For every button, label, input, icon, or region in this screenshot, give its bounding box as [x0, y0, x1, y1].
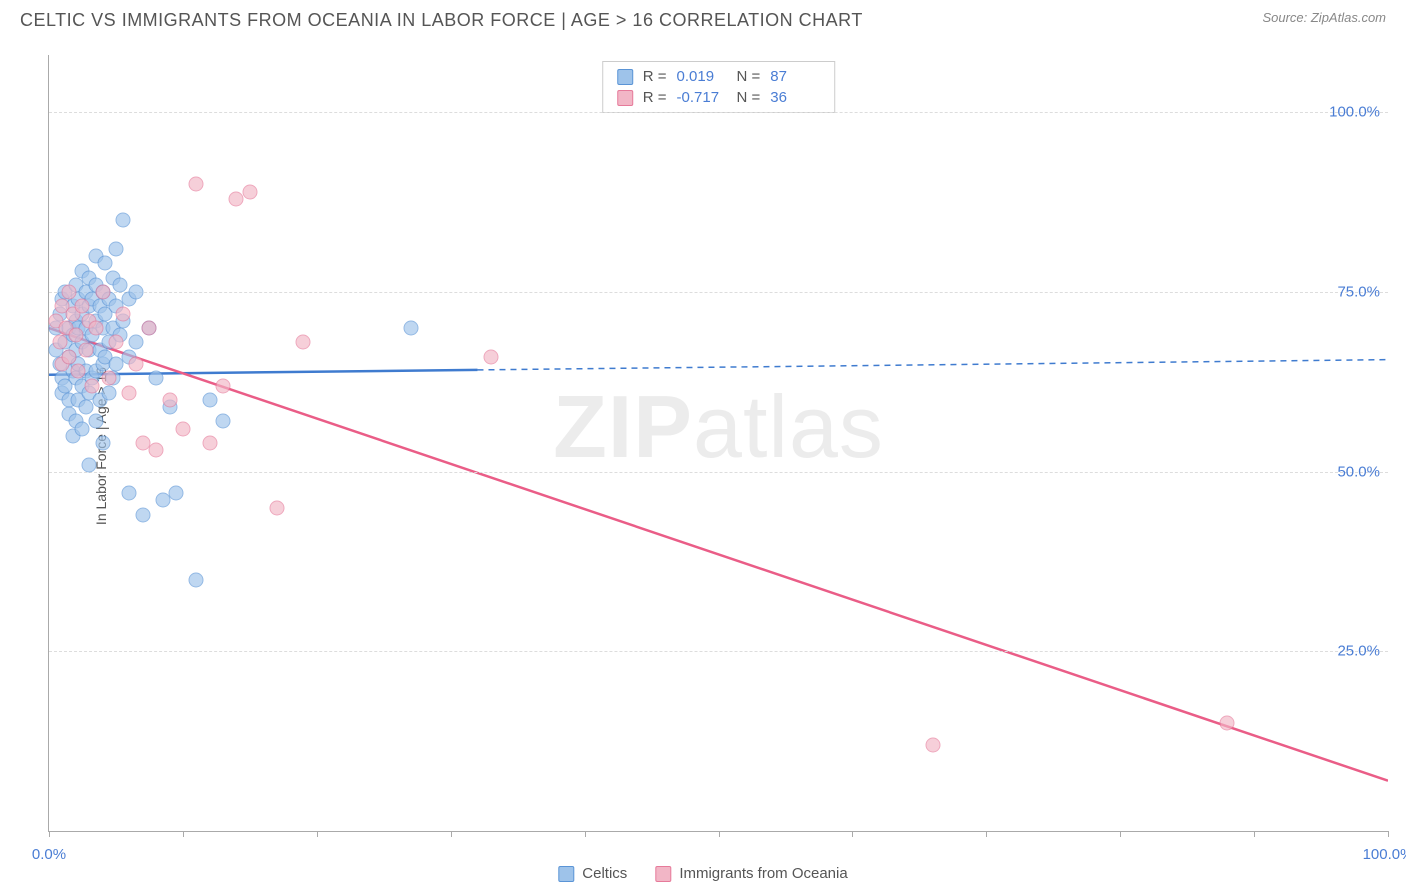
legend-label: Immigrants from Oceania — [679, 865, 847, 882]
legend-swatch — [655, 866, 671, 882]
data-point — [242, 184, 257, 199]
data-point — [122, 385, 137, 400]
data-point — [82, 457, 97, 472]
data-point — [135, 507, 150, 522]
gridline — [49, 472, 1388, 473]
x-tick — [719, 831, 720, 837]
source-label: Source: ZipAtlas.com — [1262, 10, 1386, 25]
trend-line-solid — [49, 328, 1388, 781]
data-point — [112, 277, 127, 292]
legend-label: Celtics — [582, 865, 627, 882]
data-point — [108, 242, 123, 257]
x-tick — [1388, 831, 1389, 837]
data-point — [79, 342, 94, 357]
data-point — [149, 371, 164, 386]
y-tick-label: 25.0% — [1337, 643, 1380, 660]
legend-item: Immigrants from Oceania — [655, 865, 847, 882]
x-tick — [49, 831, 50, 837]
r-label: R = — [643, 68, 667, 85]
y-tick-label: 100.0% — [1329, 104, 1380, 121]
data-point — [925, 737, 940, 752]
data-point — [102, 371, 117, 386]
data-point — [169, 486, 184, 501]
data-point — [269, 500, 284, 515]
legend-row: R = -0.717 N = 36 — [603, 87, 835, 108]
x-tick — [451, 831, 452, 837]
legend-swatch — [617, 90, 633, 106]
series-legend: Celtics Immigrants from Oceania — [558, 865, 847, 882]
data-point — [129, 356, 144, 371]
data-point — [71, 364, 86, 379]
data-point — [115, 213, 130, 228]
data-point — [98, 256, 113, 271]
gridline — [49, 651, 1388, 652]
data-point — [142, 321, 157, 336]
data-point — [296, 335, 311, 350]
n-label: N = — [737, 68, 761, 85]
chart-header: CELTIC VS IMMIGRANTS FROM OCEANIA IN LAB… — [0, 0, 1406, 31]
x-tick — [183, 831, 184, 837]
data-point — [122, 486, 137, 501]
data-point — [84, 378, 99, 393]
legend-row: R = 0.019 N = 87 — [603, 66, 835, 87]
x-tick — [852, 831, 853, 837]
legend-item: Celtics — [558, 865, 627, 882]
scatter-chart: ZIPatlas R = 0.019 N = 87 R = -0.717 N = 36 25.… — [48, 55, 1388, 832]
data-point — [62, 349, 77, 364]
legend-swatch — [558, 866, 574, 882]
gridline — [49, 112, 1388, 113]
data-point — [102, 385, 117, 400]
data-point — [403, 321, 418, 336]
x-tick — [1120, 831, 1121, 837]
trend-line-dashed — [477, 360, 1388, 370]
data-point — [95, 436, 110, 451]
data-point — [52, 335, 67, 350]
chart-title: CELTIC VS IMMIGRANTS FROM OCEANIA IN LAB… — [20, 10, 863, 31]
gridline — [49, 292, 1388, 293]
r-value: 0.019 — [677, 68, 727, 85]
correlation-legend: R = 0.019 N = 87 R = -0.717 N = 36 — [602, 61, 836, 113]
n-label: N = — [737, 89, 761, 106]
data-point — [68, 328, 83, 343]
data-point — [1220, 716, 1235, 731]
n-value: 36 — [770, 89, 820, 106]
data-point — [115, 306, 130, 321]
watermark: ZIPatlas — [553, 376, 884, 478]
data-point — [202, 392, 217, 407]
data-point — [162, 392, 177, 407]
data-point — [75, 299, 90, 314]
x-tick-label: 100.0% — [1363, 846, 1406, 863]
data-point — [189, 572, 204, 587]
data-point — [108, 335, 123, 350]
data-point — [202, 436, 217, 451]
x-tick — [1254, 831, 1255, 837]
data-point — [216, 414, 231, 429]
watermark-bold: ZIP — [553, 377, 693, 476]
x-tick — [585, 831, 586, 837]
n-value: 87 — [770, 68, 820, 85]
y-tick-label: 75.0% — [1337, 284, 1380, 301]
watermark-light: atlas — [693, 377, 884, 476]
data-point — [88, 321, 103, 336]
data-point — [95, 285, 110, 300]
data-point — [189, 177, 204, 192]
data-point — [129, 335, 144, 350]
y-tick-label: 50.0% — [1337, 463, 1380, 480]
legend-swatch — [617, 69, 633, 85]
r-value: -0.717 — [677, 89, 727, 106]
trend-lines-layer — [49, 55, 1388, 831]
data-point — [62, 285, 77, 300]
data-point — [216, 378, 231, 393]
data-point — [88, 414, 103, 429]
x-tick — [986, 831, 987, 837]
x-tick — [317, 831, 318, 837]
data-point — [175, 421, 190, 436]
data-point — [149, 443, 164, 458]
r-label: R = — [643, 89, 667, 106]
x-tick-label: 0.0% — [32, 846, 66, 863]
data-point — [483, 349, 498, 364]
data-point — [129, 285, 144, 300]
